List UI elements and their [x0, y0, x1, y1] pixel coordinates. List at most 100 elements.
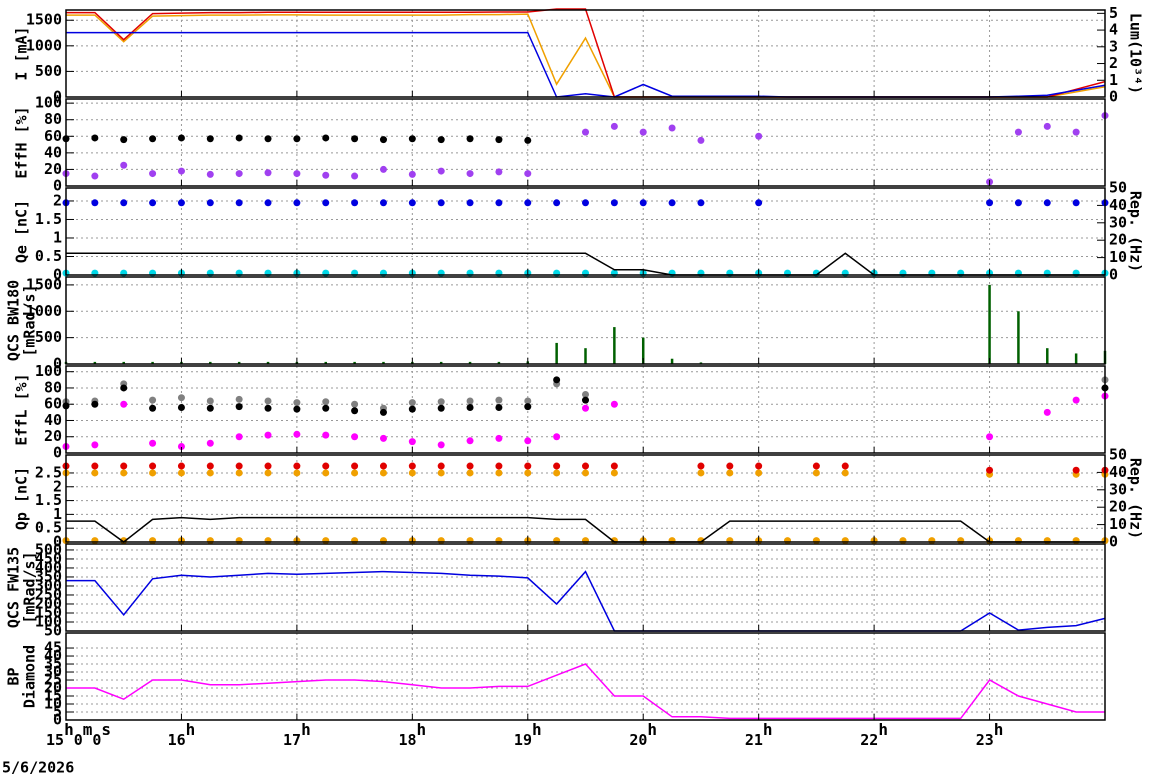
point [495, 199, 503, 207]
y-tick-label: 400 [35, 558, 62, 576]
y-tick-label: 1.5 [35, 491, 62, 509]
point [755, 199, 763, 207]
point [697, 199, 705, 207]
point [322, 171, 330, 179]
point [812, 469, 820, 477]
point [610, 400, 618, 408]
point [177, 442, 185, 450]
point [235, 199, 243, 207]
point [351, 135, 359, 143]
point [235, 537, 243, 545]
point [351, 462, 359, 470]
y-tick-label: 100 [35, 612, 62, 630]
point [495, 396, 503, 404]
y-axis-label: Qp [nC] [13, 467, 31, 530]
y-axis-label: [mRad/s] [21, 284, 39, 356]
point [149, 537, 157, 545]
y-tick-label: 100 [35, 362, 62, 380]
panel-frame [65, 365, 1106, 454]
point [206, 439, 214, 447]
point [293, 430, 301, 438]
y2-tick-label: 30 [1109, 480, 1127, 498]
point [206, 199, 214, 207]
point [755, 462, 763, 470]
y2-tick-label: 0 [1109, 266, 1118, 284]
point [610, 462, 618, 470]
point [235, 395, 243, 403]
y-tick-label: 20 [44, 679, 62, 697]
y-tick-label: 500 [35, 328, 62, 346]
y-axis-label: [mRad/s] [21, 551, 39, 623]
panel-frame [65, 276, 1106, 365]
point [726, 469, 734, 477]
y-tick-label: 1500 [26, 275, 62, 293]
x-tick-label: 23h [976, 720, 1004, 749]
point [149, 439, 157, 447]
y-tick-label: 250 [35, 585, 62, 603]
y-tick-label: 60 [44, 127, 62, 145]
point [582, 128, 589, 136]
y-tick-label: 5 [53, 703, 62, 721]
y-tick-label: 1000 [26, 302, 62, 320]
point [495, 136, 503, 144]
point [495, 434, 503, 442]
point [177, 462, 185, 470]
point [582, 404, 589, 412]
point [524, 136, 532, 144]
point [293, 462, 301, 470]
point [120, 161, 128, 169]
y2-tick-label: 20 [1109, 231, 1127, 249]
point [235, 469, 243, 477]
point [553, 462, 561, 470]
y-tick-label: 0 [53, 533, 62, 551]
point [841, 469, 849, 477]
point [495, 403, 503, 411]
series-line [66, 13, 1106, 98]
point [293, 170, 301, 178]
point [91, 469, 99, 477]
point [1014, 128, 1022, 136]
point [466, 135, 474, 143]
point [986, 433, 994, 441]
point [466, 537, 474, 545]
y-axis-label: Diamond [21, 645, 39, 708]
y-tick-label: 0 [53, 355, 62, 373]
x-tick-label: 18h [398, 720, 426, 749]
y-tick-label: 45 [44, 639, 62, 657]
y2-axis-label: Lum(10³⁴) [1127, 13, 1145, 94]
y2-tick-label: 3 [1109, 37, 1118, 55]
point [812, 462, 820, 470]
point [841, 537, 849, 545]
y-tick-label: 25 [44, 671, 62, 689]
point [379, 408, 387, 416]
point [582, 199, 589, 207]
y-tick-label: 0 [53, 444, 62, 462]
point [986, 466, 994, 474]
point [120, 462, 128, 470]
point [120, 469, 128, 477]
point [293, 469, 301, 477]
y-axis-label: EffH [%] [13, 106, 31, 178]
point [668, 124, 676, 132]
series-line [66, 8, 1106, 98]
point [322, 537, 330, 545]
y2-tick-label: 4 [1109, 21, 1118, 39]
y-tick-label: 0.5 [35, 247, 62, 265]
point [437, 462, 445, 470]
point [582, 469, 589, 477]
point [177, 403, 185, 411]
point [293, 399, 301, 407]
point [610, 469, 618, 477]
y-tick-label: 1500 [26, 11, 62, 29]
y-tick-label: 0 [53, 88, 62, 106]
panel-frame [65, 187, 1106, 276]
y-tick-label: 50 [44, 622, 62, 640]
point [524, 462, 532, 470]
point [264, 199, 272, 207]
point [351, 199, 359, 207]
series-line [66, 663, 1105, 720]
x-tick-label: 22h [860, 720, 888, 749]
x-tick-label: 15h0m0s [46, 720, 111, 749]
point [437, 537, 445, 545]
